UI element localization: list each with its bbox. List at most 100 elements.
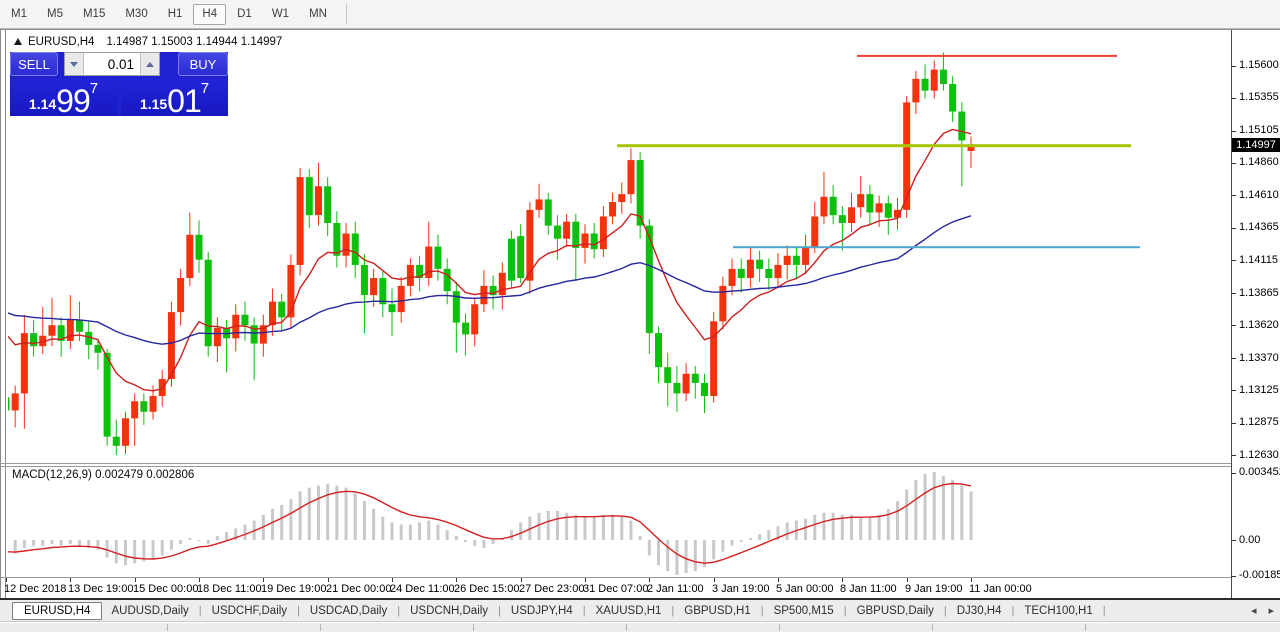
tab-separator: | — [397, 604, 401, 617]
time-axis-tick — [842, 578, 843, 582]
chart-tab-usdjpy-h4[interactable]: USDJPY,H4 — [510, 604, 573, 617]
macd-axis-tick — [1231, 540, 1236, 541]
symbol-collapse-arrow-icon[interactable] — [14, 38, 22, 45]
chart-tab-gbpusd-daily[interactable]: GBPUSD,Daily — [856, 604, 934, 617]
tab-separator: | — [943, 604, 947, 617]
chart-tab-usdcnh-daily[interactable]: USDCNH,Daily — [410, 604, 489, 617]
price-axis-tick — [1231, 98, 1236, 99]
price-chart-canvas[interactable] — [8, 33, 1231, 463]
timeframe-button-mn[interactable]: MN — [300, 4, 336, 25]
tab-separator: | — [198, 604, 202, 617]
price-axis-label: 1.13865 — [1239, 287, 1279, 299]
bottom-strip-mark — [473, 624, 474, 631]
timeframe-button-m15[interactable]: M15 — [74, 4, 114, 25]
tab-scroll-right-icon[interactable]: ▸ — [1268, 605, 1274, 617]
time-axis-label: 15 Dec 00:00 — [133, 583, 199, 595]
time-axis-label: 31 Dec 07:00 — [583, 583, 649, 595]
time-axis-label: 9 Jan 19:00 — [905, 583, 963, 595]
time-axis-tick — [456, 578, 457, 582]
price-axis-label: 1.13370 — [1239, 352, 1279, 364]
price-axis-tick — [1231, 325, 1236, 326]
price-axis-label: 1.14115 — [1239, 254, 1278, 266]
sell-price-pip-digit: 7 — [89, 80, 99, 97]
sell-price-display[interactable]: 1.14 99 7 — [10, 79, 117, 117]
macd-signal-value: 0.002806 — [146, 469, 195, 481]
time-axis-tick — [199, 578, 200, 582]
resistance-line[interactable] — [857, 54, 1117, 57]
minor-support-line[interactable] — [733, 246, 1140, 249]
time-axis-label: 3 Jan 19:00 — [712, 583, 770, 595]
buy-button[interactable]: BUY — [178, 52, 228, 76]
chart-tab-audusd-daily[interactable]: AUDUSD,Daily — [111, 604, 189, 617]
time-axis-tick — [971, 578, 972, 582]
timeframe-button-h1[interactable]: H1 — [159, 4, 192, 25]
window-left-frame-inner — [5, 30, 6, 598]
price-axis-tick — [1231, 455, 1236, 456]
tab-separator: | — [582, 604, 586, 617]
price-axis-label: 1.14860 — [1239, 156, 1279, 168]
chart-tab-usdcad-daily[interactable]: USDCAD,Daily — [309, 604, 388, 617]
price-axis-label: 1.12630 — [1239, 449, 1279, 461]
support-line[interactable] — [617, 144, 1131, 148]
price-axis-label: 1.13125 — [1239, 384, 1279, 396]
current-price-tag: 1.14997 — [1232, 138, 1280, 152]
chart-tab-xauusd-h1[interactable]: XAUUSD,H1 — [595, 604, 662, 617]
timeframe-toolbar: M1 M5 M15 M30 H1 H4 D1 W1 MN — [0, 0, 1280, 29]
volume-increase-button[interactable] — [140, 53, 159, 75]
macd-axis-tick — [1231, 576, 1236, 577]
time-axis-label: 5 Jan 00:00 — [776, 583, 834, 595]
volume-spinner — [64, 52, 160, 76]
timeframe-button-m1[interactable]: M1 — [2, 4, 36, 25]
chart-tab-usdchf-daily[interactable]: USDCHF,Daily — [211, 604, 288, 617]
chart-tab-eurusd-h4[interactable]: EURUSD,H4 — [12, 601, 103, 620]
tab-separator: | — [297, 604, 300, 617]
time-axis-label: 11 Jan 00:00 — [969, 583, 1032, 595]
toolbar-separator — [345, 4, 347, 24]
timeframe-button-m5[interactable]: M5 — [38, 4, 72, 25]
time-axis-tick — [778, 578, 779, 582]
chart-tab-dj30-h4[interactable]: DJ30,H4 — [956, 604, 1002, 617]
tab-separator: | — [843, 604, 847, 617]
timeframe-button-h4[interactable]: H4 — [193, 3, 227, 25]
volume-input[interactable] — [84, 53, 140, 75]
volume-decrease-button[interactable] — [65, 53, 84, 75]
price-axis-label: 1.12875 — [1239, 416, 1279, 428]
time-axis-label: 12 Dec 2018 — [4, 583, 67, 595]
timeframe-button-d1[interactable]: D1 — [228, 4, 261, 25]
sell-button[interactable]: SELL — [10, 52, 58, 76]
time-axis-label: 8 Jan 11:00 — [840, 583, 897, 595]
time-axis-label: 27 Dec 23:00 — [519, 583, 585, 595]
time-axis-label: 13 Dec 19:00 — [68, 583, 134, 595]
macd-name: MACD(12,26,9) — [12, 469, 92, 481]
timeframe-button-m30[interactable]: M30 — [116, 4, 156, 25]
time-axis-tick — [328, 578, 329, 582]
chart-tab-tech100-h1[interactable]: TECH100,H1 — [1024, 604, 1093, 617]
chart-tab-gbpusd-h1[interactable]: GBPUSD,H1 — [684, 604, 751, 617]
pane-splitter[interactable] — [0, 463, 1231, 464]
price-axis-tick — [1231, 163, 1236, 164]
timeframe-button-w1[interactable]: W1 — [263, 4, 298, 25]
time-axis-tick — [392, 578, 393, 582]
price-axis-tick — [1231, 358, 1236, 359]
bottom-strip-mark — [626, 624, 627, 631]
time-axis-tick — [714, 578, 715, 582]
price-axis-label: 1.15355 — [1239, 91, 1279, 103]
triangle-up-icon — [146, 61, 154, 67]
tab-scroll-left-icon[interactable]: ◂ — [1250, 605, 1257, 617]
macd-indicator-canvas[interactable] — [8, 467, 1231, 577]
chart-tab-sp500-m15[interactable]: SP500,M15 — [773, 604, 834, 617]
time-axis-label: 2 Jan 11:00 — [647, 583, 704, 595]
price-axis-tick — [1231, 131, 1236, 132]
bottom-strip-mark — [779, 624, 780, 631]
buy-price-display[interactable]: 1.15 01 7 — [121, 79, 228, 119]
price-axis-label: 1.15600 — [1239, 59, 1279, 71]
buy-price-prefix: 1.15 — [139, 96, 168, 112]
pane-splitter-lower[interactable] — [0, 466, 1231, 467]
bottom-strip-mark — [167, 624, 168, 631]
price-axis-label: 1.13620 — [1239, 319, 1279, 331]
tab-scroll-arrows: ◂ ▸ — [1251, 602, 1274, 620]
buy-price-main-digits: 01 — [167, 82, 202, 119]
tabbar-top-border — [0, 598, 1280, 600]
